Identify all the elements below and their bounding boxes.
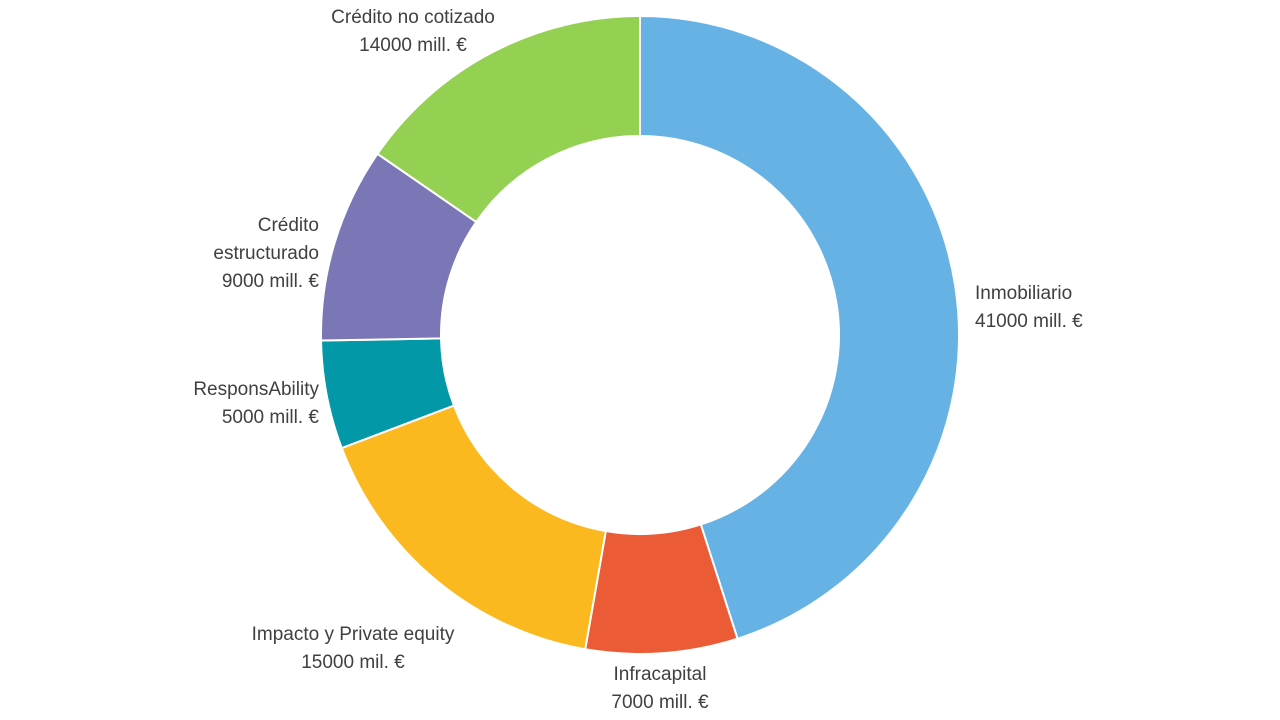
slice-label-line: estructurado [213,243,319,264]
slice-label-line: Crédito [257,215,319,236]
slice-label-line: Infracapital [613,664,707,685]
slice-label-line: 7000 mill. € [611,692,709,713]
slice-label-credito-estructurado: Crédito estructurado 9000 mill. € [19,212,319,296]
slice-label-line: Inmobiliario [975,283,1073,304]
donut-slice-credito-no-cotizado [376,14,641,224]
slice-label-credito-no-cotizado: Crédito no cotizado 14000 mill. € [263,4,563,60]
donut-slice-impacto-y-private-equity [340,404,607,651]
slice-label-line: 5000 mill. € [221,407,319,428]
slice-label-line: 15000 mil. € [301,652,405,673]
slice-label-line: Crédito no cotizado [331,7,495,28]
slice-label-line: ResponsAbility [193,379,319,400]
slice-label-line: Impacto y Private equity [251,624,455,645]
slice-label-line: 14000 mill. € [359,35,467,56]
donut-slice-inmobiliario [639,14,960,640]
slice-label-inmobiliario: Inmobiliario 41000 mill. € [975,280,1275,336]
slice-label-responsability: ResponsAbility 5000 mill. € [19,376,319,432]
slice-label-line: 41000 mill. € [975,311,1083,332]
slice-label-line: 9000 mill. € [221,271,319,292]
slice-label-impacto-private-equity: Impacto y Private equity 15000 mil. € [203,621,503,677]
slice-label-infracapital: Infracapital 7000 mill. € [510,661,810,717]
